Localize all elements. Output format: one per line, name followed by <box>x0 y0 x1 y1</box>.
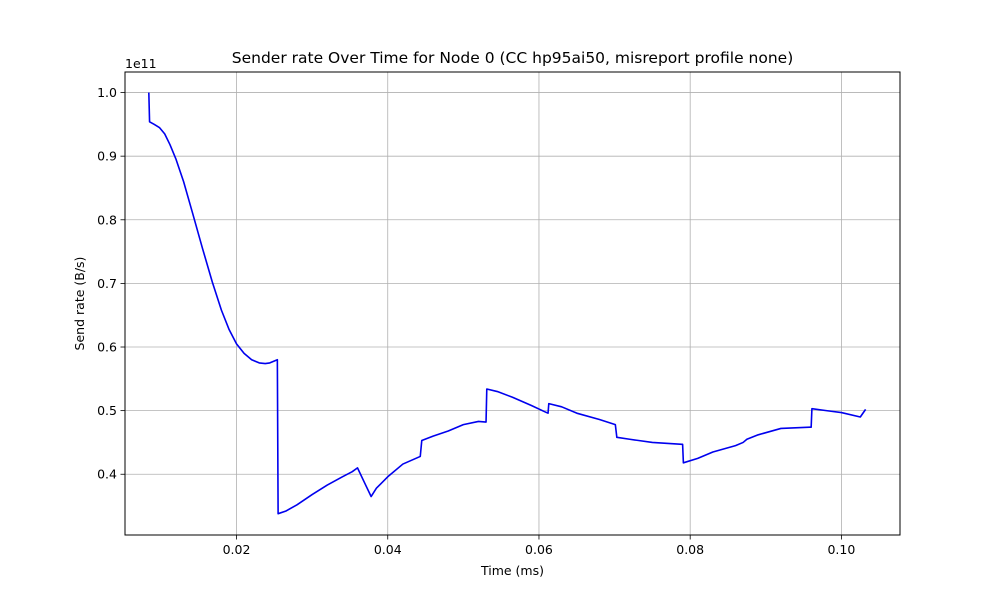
y-tick-label: 0.5 <box>97 403 117 418</box>
plot-frame <box>124 71 901 536</box>
grid-lines <box>125 72 900 535</box>
x-axis-label: Time (ms) <box>480 563 544 578</box>
y-axis-offset-label: 1e11 <box>125 56 157 71</box>
series-line <box>148 92 867 515</box>
x-tick-label: 0.10 <box>827 542 855 557</box>
chart-title: Sender rate Over Time for Node 0 (CC hp9… <box>232 49 794 67</box>
x-tick-label: 0.02 <box>223 542 251 557</box>
x-tick-label: 0.04 <box>374 542 402 557</box>
y-tick-label: 0.9 <box>97 149 117 164</box>
x-tick-label: 0.06 <box>525 542 553 557</box>
y-tick-label: 1.0 <box>97 85 117 100</box>
plot-series <box>148 92 867 515</box>
y-axis-label: Send rate (B/s) <box>72 257 87 351</box>
y-tick-label: 0.6 <box>97 340 117 355</box>
axis-ticks: 0.02 0.04 0.06 0.08 0.10 0.4 0.5 0.6 0.7 0.8 0.9 1.… <box>97 85 855 557</box>
y-tick-label: 0.4 <box>97 467 117 482</box>
y-tick-label: 0.8 <box>97 212 117 227</box>
x-tick-label: 0.08 <box>676 542 704 557</box>
y-tick-label: 0.7 <box>97 276 117 291</box>
